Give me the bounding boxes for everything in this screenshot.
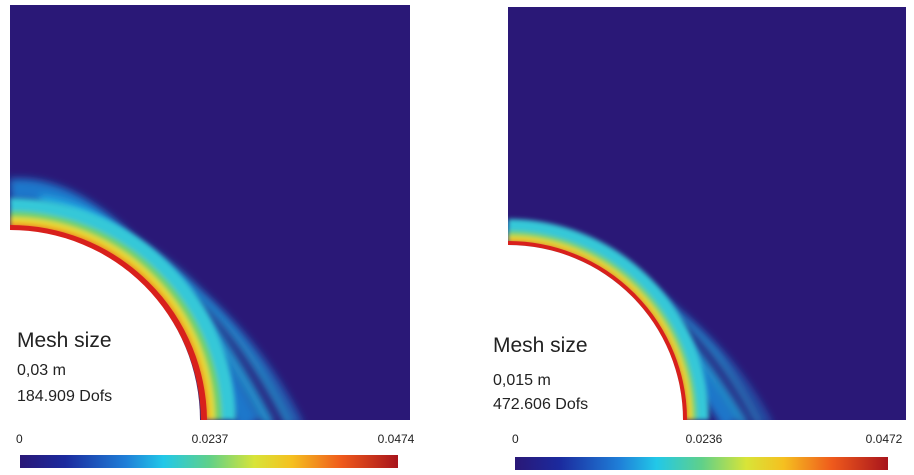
colorbar xyxy=(515,457,888,470)
colorbar-tick: 0.0237 xyxy=(192,432,229,446)
colorbar-tick: 0.0474 xyxy=(378,432,415,446)
figure: Mesh size 0,03 m 184.909 Dofs 0 0.0237 0… xyxy=(0,0,914,470)
colorbar-tick: 0.0236 xyxy=(686,432,723,446)
mesh-label: Mesh size xyxy=(17,329,112,352)
dofs: 184.909 Dofs xyxy=(17,388,112,405)
left-panel: Mesh size 0,03 m 184.909 Dofs 0 0.0237 0… xyxy=(10,5,415,468)
mesh-label: Mesh size xyxy=(493,334,588,357)
colorbar-tick: 0.0472 xyxy=(866,432,903,446)
field-plot xyxy=(10,5,410,425)
colorbar xyxy=(20,455,398,468)
dofs: 472.606 Dofs xyxy=(493,396,588,413)
field-plot xyxy=(508,7,906,425)
colorbar-tick: 0 xyxy=(512,432,519,446)
colorbar-tick: 0 xyxy=(16,432,23,446)
right-panel: Mesh size 0,015 m 472.606 Dofs 0 0.0236 … xyxy=(493,7,906,470)
mesh-size: 0,015 m xyxy=(493,372,551,389)
mesh-size: 0,03 m xyxy=(17,362,66,379)
